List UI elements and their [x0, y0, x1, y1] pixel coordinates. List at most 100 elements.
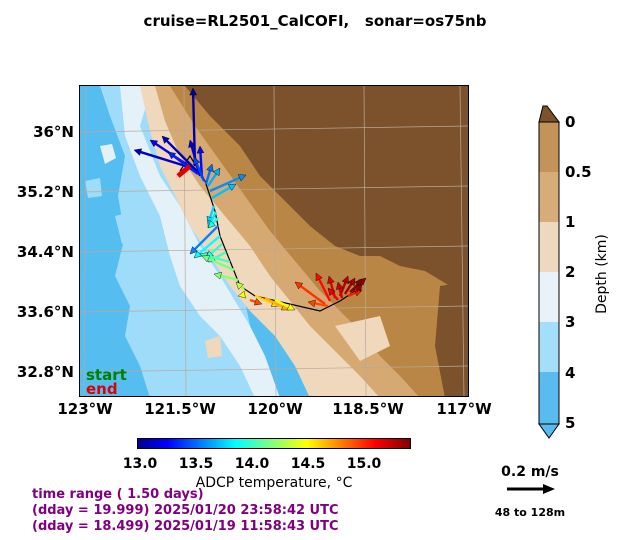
- current-vector-shaft: [209, 176, 241, 193]
- depth-tick-5: 5: [565, 414, 576, 432]
- time-start-line: (dday = 18.499) 2025/01/19 11:58:43 UTC: [32, 519, 339, 534]
- current-vector-shaft: [244, 292, 249, 296]
- scale-depth-range: 48 to 128m: [494, 506, 566, 519]
- lat-tick-32-8: 32.8°N: [16, 363, 74, 381]
- depth-tick-0-5: 0.5: [565, 163, 592, 181]
- current-vector-shaft: [220, 274, 239, 282]
- current-vector-shaft: [172, 155, 199, 175]
- depth-colorbar-label: Depth (km): [594, 234, 610, 314]
- lat-tick-33-6: 33.6°N: [16, 303, 74, 321]
- current-vector-shaft: [249, 298, 256, 303]
- temp-tick-14-5: 14.5: [290, 456, 326, 472]
- current-vector-head: [149, 139, 159, 148]
- current-vector-shaft: [351, 283, 359, 292]
- depth-tick-4: 4: [565, 364, 576, 382]
- lat-tick-34-4: 34.4°N: [16, 243, 74, 261]
- legend-start: start: [86, 366, 127, 384]
- current-vector-shaft: [338, 288, 344, 299]
- current-vector-head: [354, 283, 363, 293]
- time-range: time range ( 1.50 days): [32, 487, 204, 502]
- current-vector-head: [189, 246, 198, 255]
- current-vector-shaft: [206, 254, 231, 264]
- current-vector-head: [336, 281, 344, 290]
- current-vector-head: [237, 290, 246, 299]
- current-vector-head: [327, 275, 335, 284]
- current-vector-shaft: [209, 205, 216, 218]
- current-vector-shaft: [207, 173, 218, 187]
- current-vector-shaft: [140, 150, 193, 170]
- current-vector-shaft: [211, 186, 231, 200]
- current-vector-head: [213, 272, 222, 280]
- current-vector-shaft: [347, 291, 357, 298]
- current-vector-head: [294, 281, 304, 290]
- lon-tick-118-5: 118.5°W: [332, 400, 404, 418]
- current-vector-shaft: [314, 302, 329, 308]
- current-vector-head: [315, 272, 323, 282]
- current-vector-shaft: [195, 163, 206, 182]
- current-vector-head: [201, 255, 211, 263]
- current-vector-head: [286, 303, 296, 311]
- depth-tick-1: 1: [565, 213, 576, 231]
- current-vector-shaft: [194, 225, 219, 250]
- current-vector-shaft: [355, 288, 359, 293]
- temperature-colorbar: [137, 438, 411, 449]
- plot-title: cruise=RL2501_CalCOFI, sonar=os75nb: [143, 12, 487, 30]
- current-vector-shaft: [166, 140, 199, 173]
- depth-tick-2: 2: [565, 263, 576, 281]
- current-vector-head: [235, 281, 244, 290]
- current-vector-head: [167, 151, 177, 160]
- lat-tick-35-2: 35.2°N: [16, 183, 74, 201]
- temp-tick-13-0: 13.0: [122, 456, 158, 472]
- map-panel[interactable]: [79, 85, 469, 397]
- current-vector-shaft: [318, 278, 332, 302]
- current-vector-shaft: [264, 296, 284, 308]
- lon-tick-121-5: 121.5°W: [144, 400, 216, 418]
- current-vector-head: [133, 148, 143, 156]
- current-vector-shaft: [212, 217, 219, 224]
- end-marker: [176, 164, 192, 178]
- current-vector-shaft: [254, 294, 274, 305]
- current-vector-head: [307, 299, 316, 308]
- current-vector-head: [253, 298, 263, 306]
- depth-colorbar: [538, 105, 560, 439]
- current-vectors: [133, 87, 367, 311]
- current-vector-shaft: [210, 211, 218, 223]
- current-vector-head: [227, 183, 237, 191]
- current-vector-shaft: [204, 170, 212, 185]
- current-vector-head: [206, 163, 214, 172]
- current-vector-head: [347, 277, 356, 287]
- current-vector-head: [189, 87, 198, 96]
- current-vector-shaft: [207, 257, 235, 272]
- current-vector-head: [207, 220, 216, 229]
- current-vector-head: [212, 167, 221, 177]
- current-vector-shaft: [299, 285, 326, 305]
- current-vector-head: [193, 250, 202, 259]
- time-end-line: (dday = 19.999) 2025/01/20 23:58:42 UTC: [32, 503, 339, 518]
- map-svg: [80, 86, 468, 396]
- lon-tick-117: 117°W: [436, 400, 492, 418]
- current-vector-shaft: [240, 286, 245, 291]
- depth-tick-3: 3: [565, 313, 576, 331]
- current-vector-head: [341, 275, 349, 285]
- current-vector-shaft: [198, 235, 221, 255]
- current-vector-shaft: [343, 283, 353, 295]
- current-vector-head: [188, 139, 196, 148]
- current-vector-shaft: [331, 292, 339, 301]
- current-vector-head: [196, 145, 205, 154]
- current-vector-shaft: [274, 298, 290, 308]
- lat-tick-36: 36°N: [33, 123, 74, 141]
- shelf-region: [120, 86, 280, 396]
- current-vector-head: [237, 174, 247, 182]
- temp-tick-13-5: 13.5: [178, 456, 214, 472]
- current-vector-shaft: [210, 243, 223, 255]
- temp-tick-14-0: 14.0: [234, 456, 270, 472]
- scale-speed-label: 0.2 m/s: [501, 464, 559, 480]
- temp-tick-15-0: 15.0: [346, 456, 382, 472]
- lon-tick-123: 123°W: [57, 400, 113, 418]
- depth-tick-0: 0: [565, 113, 576, 131]
- lon-tick-120: 120°W: [247, 400, 303, 418]
- map-gridlines: [80, 86, 468, 396]
- current-vector-head: [161, 135, 170, 144]
- scale-arrow-icon: [507, 484, 555, 494]
- land-top-region: [185, 86, 468, 286]
